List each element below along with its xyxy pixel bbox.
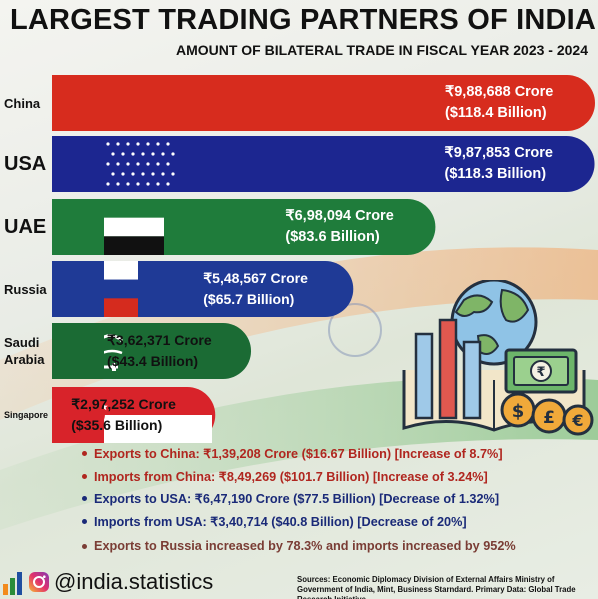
- data-label: ₹5,48,567 Crore ($65.7 Billion): [203, 268, 308, 310]
- trade-note-item: Imports from China: ₹8,49,269 ($101.7 Bi…: [82, 469, 516, 492]
- bar-row: Russia ₹5,48,567 Crore ($65.7 Billion): [0, 261, 598, 317]
- category-label-line: Russia: [4, 281, 47, 297]
- category-label-line: USA: [4, 153, 47, 175]
- value-crore: ₹5,48,567 Crore: [203, 270, 308, 286]
- value-crore: ₹3,62,371 Crore: [107, 332, 212, 348]
- data-label: ₹9,88,688 Crore ($118.4 Billion): [445, 82, 553, 124]
- bar: [52, 136, 595, 192]
- category-label: UAE: [4, 215, 46, 239]
- bar-graphic: [52, 199, 436, 255]
- value-crore: ₹9,87,853 Crore: [444, 145, 553, 161]
- instagram-icon: [28, 571, 50, 598]
- trade-note-item: Exports to Russia increased by 78.3% and…: [82, 539, 516, 562]
- category-label-line: Saudi: [4, 335, 40, 350]
- category-label: Saudi Arabia: [4, 334, 44, 368]
- bar-graphic: [52, 323, 252, 379]
- value-usd: ($35.6 Billion): [71, 417, 163, 433]
- category-label: Russia: [4, 281, 47, 298]
- svg-text:$: $: [512, 401, 525, 422]
- category-label: Singapore: [4, 409, 48, 422]
- category-label-line: China: [4, 95, 41, 111]
- chart-logo-icon: [2, 570, 26, 599]
- usa-flag-icon: [106, 142, 175, 186]
- instagram-handle[interactable]: @india.statistics: [54, 569, 214, 594]
- bar-row: China ₹9,88,688 Crore ($118.4 Billion): [0, 75, 598, 131]
- data-label: ₹9,87,853 Crore ($118.3 Billion): [445, 143, 553, 185]
- value-usd: ($65.7 Billion): [203, 291, 295, 307]
- svg-text:£: £: [543, 408, 555, 428]
- russia-flag-icon: [104, 261, 138, 317]
- value-crore: ₹6,98,094 Crore: [285, 208, 394, 224]
- bar: [52, 75, 595, 131]
- value-usd: ($118.3 Billion): [444, 166, 547, 182]
- singapore-flag-icon: [104, 398, 212, 443]
- category-label: China: [4, 95, 40, 112]
- bar-graphic: [52, 75, 595, 131]
- svg-text:₹: ₹: [536, 365, 545, 380]
- category-label-line: Arabia: [4, 352, 45, 367]
- category-label-line: UAE: [4, 216, 47, 238]
- coin-icon: $ £ €: [500, 392, 594, 436]
- source-note: Sources: Economic Diplomacy Division of …: [297, 575, 576, 599]
- trade-note-item: Exports to China: ₹1,39,208 Crore ($16.6…: [82, 446, 516, 469]
- bar-row: Saudi Arabia ₹3,62,371 Crore ($43.4 Billion…: [0, 323, 598, 379]
- category-label-line: Singapore: [4, 409, 49, 420]
- bar: [52, 323, 252, 379]
- page-title: LARGEST TRADING PARTNERS OF INDIA: [10, 4, 597, 36]
- trade-note-item: Exports to USA: ₹6,47,190 Crore ($77.5 B…: [82, 491, 516, 514]
- trade-notes-list: Exports to China: ₹1,39,208 Crore ($16.6…: [82, 446, 516, 562]
- banknote-icon: ₹: [504, 348, 578, 394]
- trade-note-item: Imports from USA: ₹3,40,714 ($40.8 Billi…: [82, 514, 516, 537]
- value-usd: ($118.4 Billion): [445, 105, 547, 121]
- svg-text:€: €: [571, 411, 583, 430]
- value-crore: ₹9,88,688 Crore: [445, 84, 554, 100]
- value-usd: ($43.4 Billion): [107, 353, 199, 369]
- bar-graphic: [52, 387, 216, 443]
- page-subtitle: AMOUNT OF BILATERAL TRADE IN FISCAL YEAR…: [175, 42, 588, 58]
- bar-graphic: [52, 261, 354, 317]
- saudi-arabia-flag-icon: [104, 332, 124, 371]
- trade-illustration-icon: ₹ $ £ €: [394, 278, 594, 449]
- category-label: USA: [4, 152, 46, 176]
- bar-row: Singapore ₹2,97,252 Crore ($35.6 Billion): [0, 387, 598, 443]
- bar-row: UAE ₹6,98,094 Crore ($83.6 Billion): [0, 199, 598, 255]
- data-label: ₹6,98,094 Crore ($83.6 Billion): [285, 206, 393, 248]
- value-crore: ₹2,97,252 Crore: [71, 396, 176, 412]
- uae-flag-icon: [104, 199, 164, 255]
- bar-row: USA ₹9,87,853 Crore ($118.3 Billion): [0, 136, 598, 192]
- data-label: ₹2,97,252 Crore ($35.6 Billion): [71, 394, 176, 436]
- value-usd: ($83.6 Billion): [285, 229, 380, 245]
- bar-graphic: [52, 136, 595, 192]
- data-label: ₹3,62,371 Crore ($43.4 Billion): [107, 330, 212, 372]
